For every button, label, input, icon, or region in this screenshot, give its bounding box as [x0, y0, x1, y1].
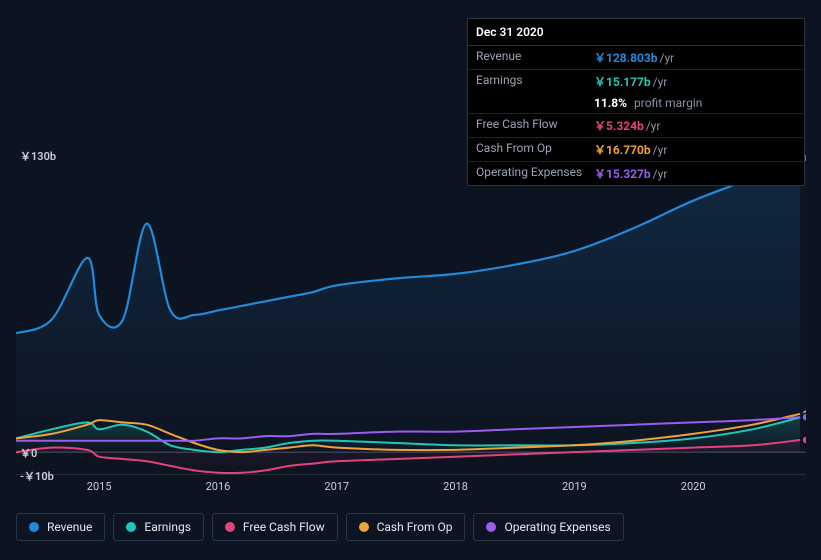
legend-swatch-icon: [29, 522, 39, 532]
profit-margin-value: 11.8%: [594, 96, 627, 110]
legend-label: Earnings: [144, 520, 191, 534]
tooltip-profit-margin-row: 11.8% profit margin: [468, 93, 804, 114]
profit-margin-label: profit margin: [634, 96, 702, 110]
area-revenue: [16, 158, 800, 452]
tooltip-value: ￥5.324b/yr: [594, 117, 796, 134]
tooltip-row-fcf: Free Cash Flow￥5.324b/yr: [468, 114, 804, 138]
x-axis-labels: 2015 2016 2017 2018 2019 2020: [16, 480, 806, 500]
legend-item-fcf[interactable]: Free Cash Flow: [212, 513, 338, 541]
tooltip-label: Revenue: [476, 49, 594, 66]
legend-item-revenue[interactable]: Revenue: [16, 513, 105, 541]
x-axis-label: 2018: [443, 480, 468, 493]
legend-swatch-icon: [126, 522, 136, 532]
legend-swatch-icon: [359, 522, 369, 532]
tooltip-value: ￥128.803b/yr: [594, 49, 796, 66]
tooltip-value: ￥16.770b/yr: [594, 141, 796, 158]
tooltip-value: ￥15.177b/yr: [594, 73, 796, 90]
legend-item-earnings[interactable]: Earnings: [113, 513, 204, 541]
financial-chart[interactable]: ￥130b￥0-￥10b: [16, 155, 806, 495]
x-axis-label: 2019: [562, 480, 587, 493]
legend-item-cfo[interactable]: Cash From Op: [346, 513, 466, 541]
x-axis-label: 2020: [681, 480, 706, 493]
legend-item-opex[interactable]: Operating Expenses: [473, 513, 623, 541]
legend-label: Revenue: [47, 520, 92, 534]
tooltip-label: Cash From Op: [476, 141, 594, 158]
tooltip-label: Earnings: [476, 73, 594, 90]
legend-label: Free Cash Flow: [243, 520, 325, 534]
hover-tooltip: Dec 31 2020 Revenue￥128.803b/yrEarnings￥…: [467, 18, 805, 186]
legend-swatch-icon: [486, 522, 496, 532]
x-axis-label: 2017: [324, 480, 349, 493]
tooltip-value: ￥15.327b/yr: [594, 165, 796, 182]
marker-opex: [802, 413, 806, 421]
legend-label: Operating Expenses: [504, 520, 610, 534]
chart-legend: Revenue Earnings Free Cash Flow Cash From O…: [16, 513, 624, 541]
x-axis-label: 2015: [87, 480, 112, 493]
tooltip-row-cfo: Cash From Op￥16.770b/yr: [468, 138, 804, 162]
tooltip-row-opex: Operating Expenses￥15.327b/yr: [468, 162, 804, 185]
tooltip-row-revenue: Revenue￥128.803b/yr: [468, 46, 804, 70]
chart-canvas: [16, 155, 806, 475]
tooltip-date: Dec 31 2020: [468, 19, 804, 46]
tooltip-row-earnings: Earnings￥15.177b/yr: [468, 70, 804, 93]
marker-fcf: [802, 436, 806, 444]
legend-label: Cash From Op: [377, 520, 453, 534]
legend-swatch-icon: [225, 522, 235, 532]
x-axis-label: 2016: [206, 480, 231, 493]
tooltip-label: Operating Expenses: [476, 165, 594, 182]
tooltip-label: Free Cash Flow: [476, 117, 594, 134]
